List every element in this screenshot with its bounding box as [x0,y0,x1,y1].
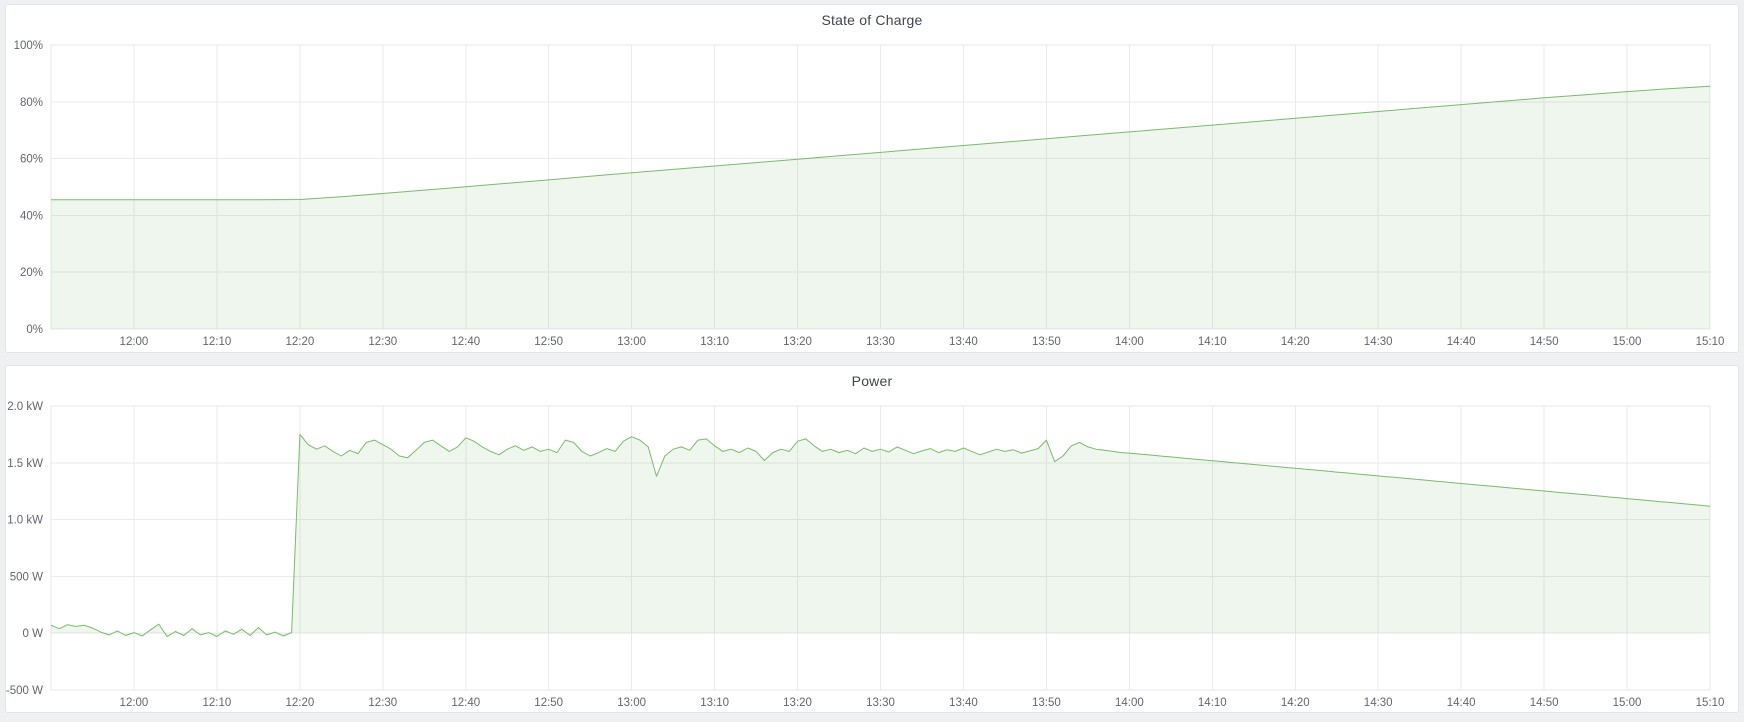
series-line [51,85,1711,201]
x-axis-tick-label: 15:10 [1696,336,1725,348]
series-area-fill [51,434,1710,637]
y-axis-tick-label: 0% [26,324,43,336]
x-axis-tick-label: 13:30 [866,336,895,348]
x-axis-tick-label: 13:00 [617,336,646,348]
x-axis-tick-label: 12:30 [368,697,397,709]
soc-chart-canvas[interactable]: 0% 20% 40% 60% 80% 100% 12:00 12:10 12:20 12:30 12… [6,5,1736,350]
x-axis-tick-label: 12:50 [534,336,563,348]
x-axis-tick-label: 14:50 [1530,336,1559,348]
x-axis-tick-label: 13:20 [783,697,812,709]
x-axis-tick-label: 13:10 [700,336,729,348]
y-axis-tick-label: 40% [20,210,43,222]
x-axis-tick-label: 12:10 [203,336,232,348]
x-axis-tick-label: 12:00 [120,336,149,348]
x-axis-tick-label: 13:50 [1032,697,1061,709]
x-axis-tick-label: 12:40 [451,336,480,348]
x-axis-tick-label: 13:10 [700,697,729,709]
x-axis-tick-label: 14:10 [1198,336,1227,348]
x-axis-tick-label: 12:10 [203,697,232,709]
panel-title-power[interactable]: Power [851,373,893,389]
x-axis-tick-label: 12:30 [368,336,397,348]
y-axis-tick-label: 500 W [10,571,43,583]
x-axis-tick-label: 13:40 [949,336,978,348]
x-axis-tick-label: 13:20 [783,336,812,348]
y-axis-tick-label: 60% [20,154,43,166]
x-axis-tick-label: 14:40 [1447,336,1476,348]
x-axis-tick-label: 14:40 [1447,697,1476,709]
x-axis-tick-label: 14:10 [1198,697,1227,709]
x-axis-tick-label: 12:50 [534,697,563,709]
panel-state-of-charge: State of Charge 0% 20% 40% 60% 80% 100% 12:00 1… [5,4,1739,353]
x-axis-tick-label: 12:40 [451,697,480,709]
x-axis-tick-label: 14:30 [1364,336,1393,348]
panel-title-state-of-charge[interactable]: State of Charge [821,12,923,28]
series-area-fill [51,86,1710,329]
x-axis-tick-label: 14:20 [1281,336,1310,348]
y-axis-tick-label: 1.0 kW [7,515,43,527]
x-axis-tick-label: 14:30 [1364,697,1393,709]
x-axis-tick-label: 15:10 [1696,697,1725,709]
x-axis-tick-label: 13:50 [1032,336,1061,348]
x-axis-tick-label: 15:00 [1613,697,1642,709]
x-axis-tick-label: 14:20 [1281,697,1310,709]
x-axis-tick-label: 13:00 [617,697,646,709]
y-axis-tick-label: 0 W [23,628,44,640]
y-axis-tick-label: 80% [20,97,43,109]
x-axis-tick-label: 12:20 [285,697,314,709]
x-axis-tick-label: 15:00 [1613,336,1642,348]
x-axis-tick-label: 14:00 [1115,336,1144,348]
power-chart-canvas[interactable]: -500 W 0 W 500 W 1.0 kW 1.5 kW 2.0 kW 12:00 12:… [6,366,1736,711]
series-line [50,433,1711,638]
y-axis-tick-label: 2.0 kW [7,401,43,413]
x-axis-tick-label: 14:00 [1115,697,1144,709]
panel-power: Power -500 W 0 W 500 W 1.0 kW 1.5 kW 2.0 kW 12… [5,365,1739,713]
y-axis-tick-label: 1.5 kW [7,458,43,470]
x-axis-tick-label: 12:00 [120,697,149,709]
x-axis-tick-label: 12:20 [285,336,314,348]
y-axis-tick-label: 20% [20,267,43,279]
y-axis-tick-label: 100% [14,40,43,52]
x-axis-tick-label: 14:50 [1530,697,1559,709]
x-axis-tick-label: 13:40 [949,697,978,709]
y-axis-tick-label: -500 W [6,685,43,697]
x-axis-tick-label: 13:30 [866,697,895,709]
